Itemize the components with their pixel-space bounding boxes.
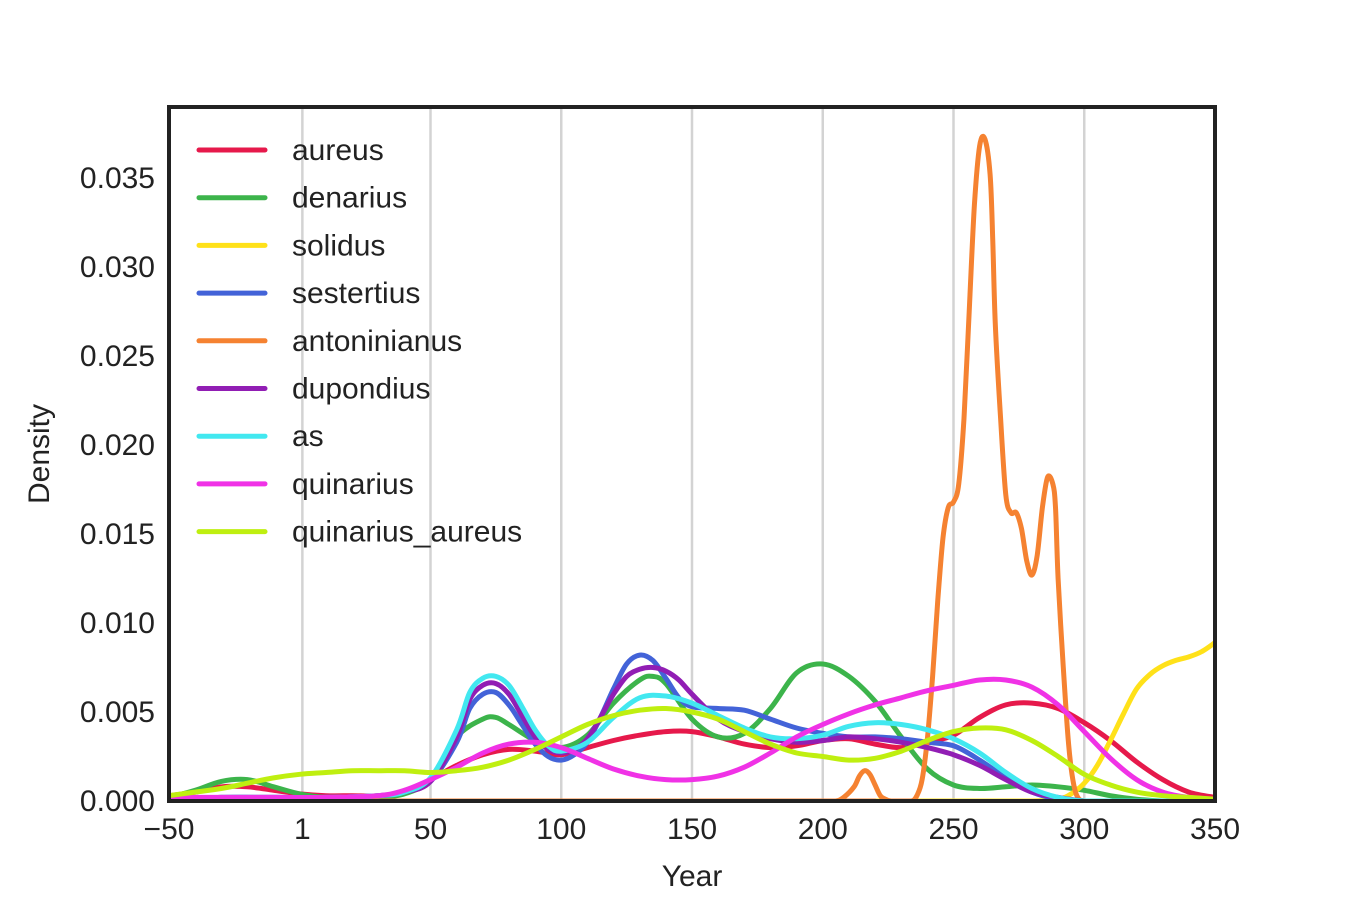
x-tick-label: −50 <box>144 813 195 846</box>
legend-item: as <box>196 420 324 453</box>
y-axis-ticks: 0.000 0.005 0.010 0.015 0.020 0.025 0.030 0.035 <box>80 162 155 818</box>
legend-item: aureus <box>196 134 384 167</box>
plot-frame <box>167 105 1217 803</box>
series-line-quinarius <box>169 676 1215 801</box>
legend-label: sestertius <box>292 277 420 310</box>
x-tick-label: 50 <box>414 813 447 846</box>
y-tick-label: 0.020 <box>80 429 155 462</box>
series-line-as <box>169 673 1215 801</box>
legend-item: quinarius_aureus <box>196 516 522 549</box>
y-axis-label: Density <box>23 404 56 504</box>
legend-item: denarius <box>196 182 407 215</box>
legend-label: as <box>292 420 324 453</box>
y-tick-label: 0.015 <box>80 518 155 551</box>
legend-item: solidus <box>196 229 385 262</box>
y-tick-label: 0.035 <box>80 162 155 195</box>
y-tick-label: 0.010 <box>80 607 155 640</box>
x-tick-label: 250 <box>928 813 978 846</box>
legend-label: dupondius <box>292 373 430 406</box>
legend-item: dupondius <box>196 373 430 406</box>
series-line-solidus <box>169 640 1215 801</box>
x-tick-label: 300 <box>1059 813 1109 846</box>
legend-label: denarius <box>292 182 407 215</box>
y-tick-label: 0.025 <box>80 340 155 373</box>
x-tick-label: 150 <box>667 813 717 846</box>
legend-label: antoninianus <box>292 325 462 358</box>
x-tick-label: 1 <box>294 813 311 846</box>
y-tick-label: 0.005 <box>80 696 155 729</box>
y-tick-label: 0.000 <box>80 785 155 818</box>
legend-item: sestertius <box>196 277 420 310</box>
legend-label: quinarius <box>292 468 414 501</box>
legend-label: quinarius_aureus <box>292 516 522 549</box>
legend-item: antoninianus <box>196 325 462 358</box>
legend-label: solidus <box>292 229 385 262</box>
y-tick-label: 0.030 <box>80 251 155 284</box>
legend-item: quinarius <box>196 468 414 501</box>
x-axis-ticks: −50 1 50 100 150 200 250 300 350 <box>144 813 1240 846</box>
x-tick-label: 100 <box>536 813 586 846</box>
vertical-grid <box>301 107 1086 801</box>
x-tick-label: 350 <box>1190 813 1240 846</box>
x-tick-label: 200 <box>798 813 848 846</box>
x-axis-label: Year <box>662 860 723 893</box>
series-line-antoninianus <box>169 133 1215 801</box>
legend-label: aureus <box>292 134 384 167</box>
series-lines <box>169 133 1215 801</box>
series-line-quinarius-aureus <box>169 705 1215 801</box>
legend: aureus denarius solidus sestertius antoninia… <box>196 134 522 549</box>
